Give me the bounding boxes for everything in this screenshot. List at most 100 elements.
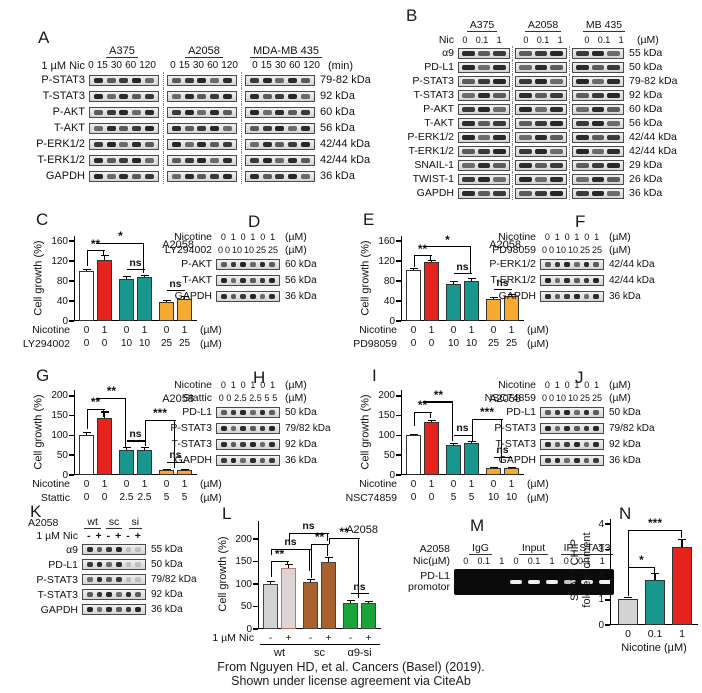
sig-label: ** (339, 524, 349, 539)
sig-line (453, 273, 472, 275)
kda-label: 92 kDa (629, 89, 663, 101)
blot-band (197, 109, 207, 115)
lane-label: 30 (274, 60, 286, 71)
sign-label: + (95, 529, 102, 542)
group-separator (567, 102, 572, 116)
bar (97, 418, 112, 475)
blot-band (269, 277, 275, 283)
lane-label: 5 (264, 392, 270, 403)
chip-group-name: IP: STAT3 (560, 542, 614, 555)
panel-letter: I (372, 366, 377, 385)
blot-band (576, 134, 589, 140)
blot-strip (167, 106, 237, 118)
blot-band (554, 261, 561, 267)
lane-label: 1 (270, 379, 276, 390)
blot-row: T-STAT3 92 kDa (28, 587, 213, 602)
blot-band (132, 93, 142, 99)
panel-l-growth-chart: L Cell growth (%) 0 50 100 150 200 ** ns ** ns ** ns… (212, 503, 398, 663)
x-value: + (285, 632, 292, 644)
blot-band (564, 425, 570, 431)
lane-label: 0 (541, 392, 547, 403)
protein-label: GAPDH (498, 454, 536, 466)
blot-band (106, 141, 116, 147)
blot-row: P-STAT3 79-82 kDa (398, 74, 702, 88)
blot-strip (458, 159, 510, 171)
blot-band (93, 141, 103, 147)
lane-label: 1 (574, 379, 580, 390)
kda-label: 36 kDa (609, 290, 641, 302)
x-row-label: PD98059 (353, 337, 397, 350)
blot-strip (216, 422, 280, 434)
kda-label: 56 kDa (285, 274, 317, 286)
blot-strip (515, 61, 567, 73)
gel-lane (561, 580, 579, 584)
error-bar (409, 433, 418, 436)
treatment-label: LY294002 (164, 243, 212, 256)
lane-label: 0.1 (527, 556, 541, 566)
panel-i-growth-chart: I Cell growth (%) 0 50 100 150 200 ** ** ns *** ns A… (346, 364, 560, 516)
cell-line-name: A2058 (28, 516, 59, 529)
lane-header: Nic 0 0.1 1 0 0.1 1 0 0.1 1 (µM) (398, 33, 702, 46)
blot-band (493, 176, 506, 182)
cell-line-name: A2058 (167, 45, 241, 61)
kda-label: 50 kDa (629, 61, 663, 73)
x-unit: (µM) (200, 324, 222, 336)
lane-label: 0 (252, 60, 258, 71)
group-separator (567, 116, 572, 130)
blot-band (262, 157, 272, 163)
blot-band (573, 261, 580, 267)
blot-band (534, 92, 548, 98)
blot-band (545, 277, 551, 283)
blot-band (171, 93, 181, 99)
blot-band (210, 141, 220, 147)
sig-drop (413, 255, 415, 267)
blot-band (564, 441, 570, 447)
lane-label: 60 (207, 60, 219, 71)
x-value: 0 (410, 492, 417, 503)
blot-row: PD-L1 50 kDa (28, 557, 213, 572)
y-tick (69, 434, 74, 437)
blot-row: PD-L1 50 kDa (478, 404, 673, 420)
kda-label: 29 kDa (629, 159, 663, 171)
bar (406, 270, 421, 321)
sig-drop (309, 548, 311, 571)
blot-strip (458, 61, 510, 73)
blot-band (591, 176, 605, 182)
blot-band (593, 409, 599, 415)
protein-label: GAPDH (416, 187, 454, 199)
blot-band (576, 120, 589, 126)
error-bar (140, 274, 149, 277)
group-separator (159, 152, 167, 168)
blot-row: T-AKT 56 kDa (154, 272, 349, 288)
blot-band (550, 50, 563, 56)
sig-label: ** (314, 530, 325, 544)
blot-band (93, 109, 103, 115)
blot-band (93, 173, 103, 179)
protein-label: GAPDH (45, 170, 85, 182)
y-tick (253, 583, 258, 585)
blot-band (171, 173, 181, 179)
blot-band (230, 425, 237, 431)
blot-band (125, 592, 132, 597)
blot-strip (515, 47, 567, 59)
kda-label: 36 kDa (629, 187, 663, 199)
x-value: 0 (428, 492, 435, 503)
x-unit: (µM) (527, 324, 549, 336)
lane-label: 15 (96, 60, 108, 71)
y-tick-label: 0 (62, 315, 68, 327)
error-bar (624, 596, 632, 599)
error-bar (409, 268, 418, 270)
error-bar (427, 420, 436, 423)
y-tick-label: 40 (56, 295, 68, 307)
blot-band (145, 141, 155, 147)
blot-band (106, 125, 116, 131)
plot-title: A2058 (162, 393, 194, 405)
lane-label: 0 (584, 379, 590, 390)
blot-strip (515, 173, 567, 185)
group-separator (241, 46, 249, 59)
blot-band (221, 261, 227, 267)
treatment-label: NSC74859 (484, 391, 536, 404)
panel-g-growth-chart: G Cell growth (%) 0 50 100 150 200 ** ** ns *** ns A… (28, 364, 233, 516)
x-value: 0 (410, 478, 417, 490)
kda-label: 26 kDa (629, 173, 663, 185)
